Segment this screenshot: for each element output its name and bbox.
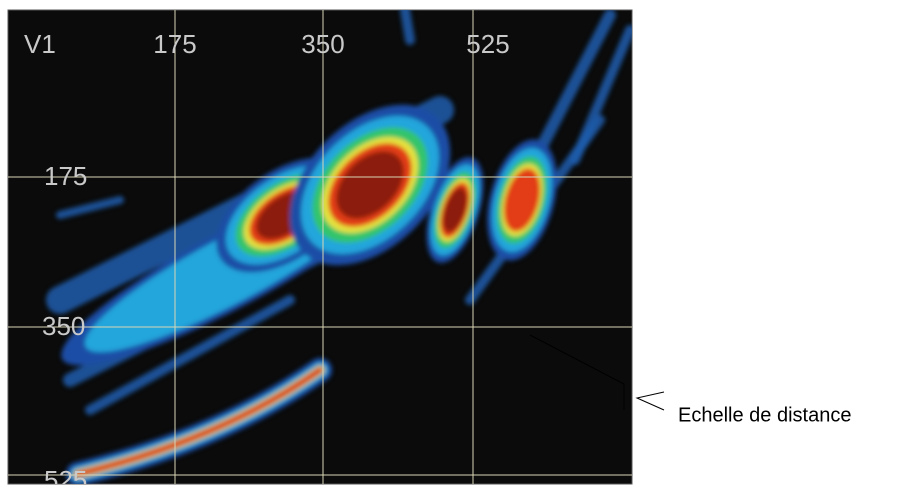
callout-arrow [637,392,664,410]
top-scale-label: 175 [153,29,196,59]
top-scale-label: 350 [301,29,344,59]
top-scale-label: 525 [466,29,509,59]
callout-label: Echelle de distance [678,404,851,426]
page: {"screen": {"mode": "V1", "top_scale": [… [0,0,912,488]
left-scale-label: 525 [44,465,87,488]
sonar-figure: V1 175 350 525 175 350 525 Echelle de di… [0,0,912,488]
left-scale-label: 175 [44,161,87,191]
echo-contour [405,10,410,40]
left-scale-label: 350 [42,311,85,341]
mode-label: V1 [24,29,56,59]
